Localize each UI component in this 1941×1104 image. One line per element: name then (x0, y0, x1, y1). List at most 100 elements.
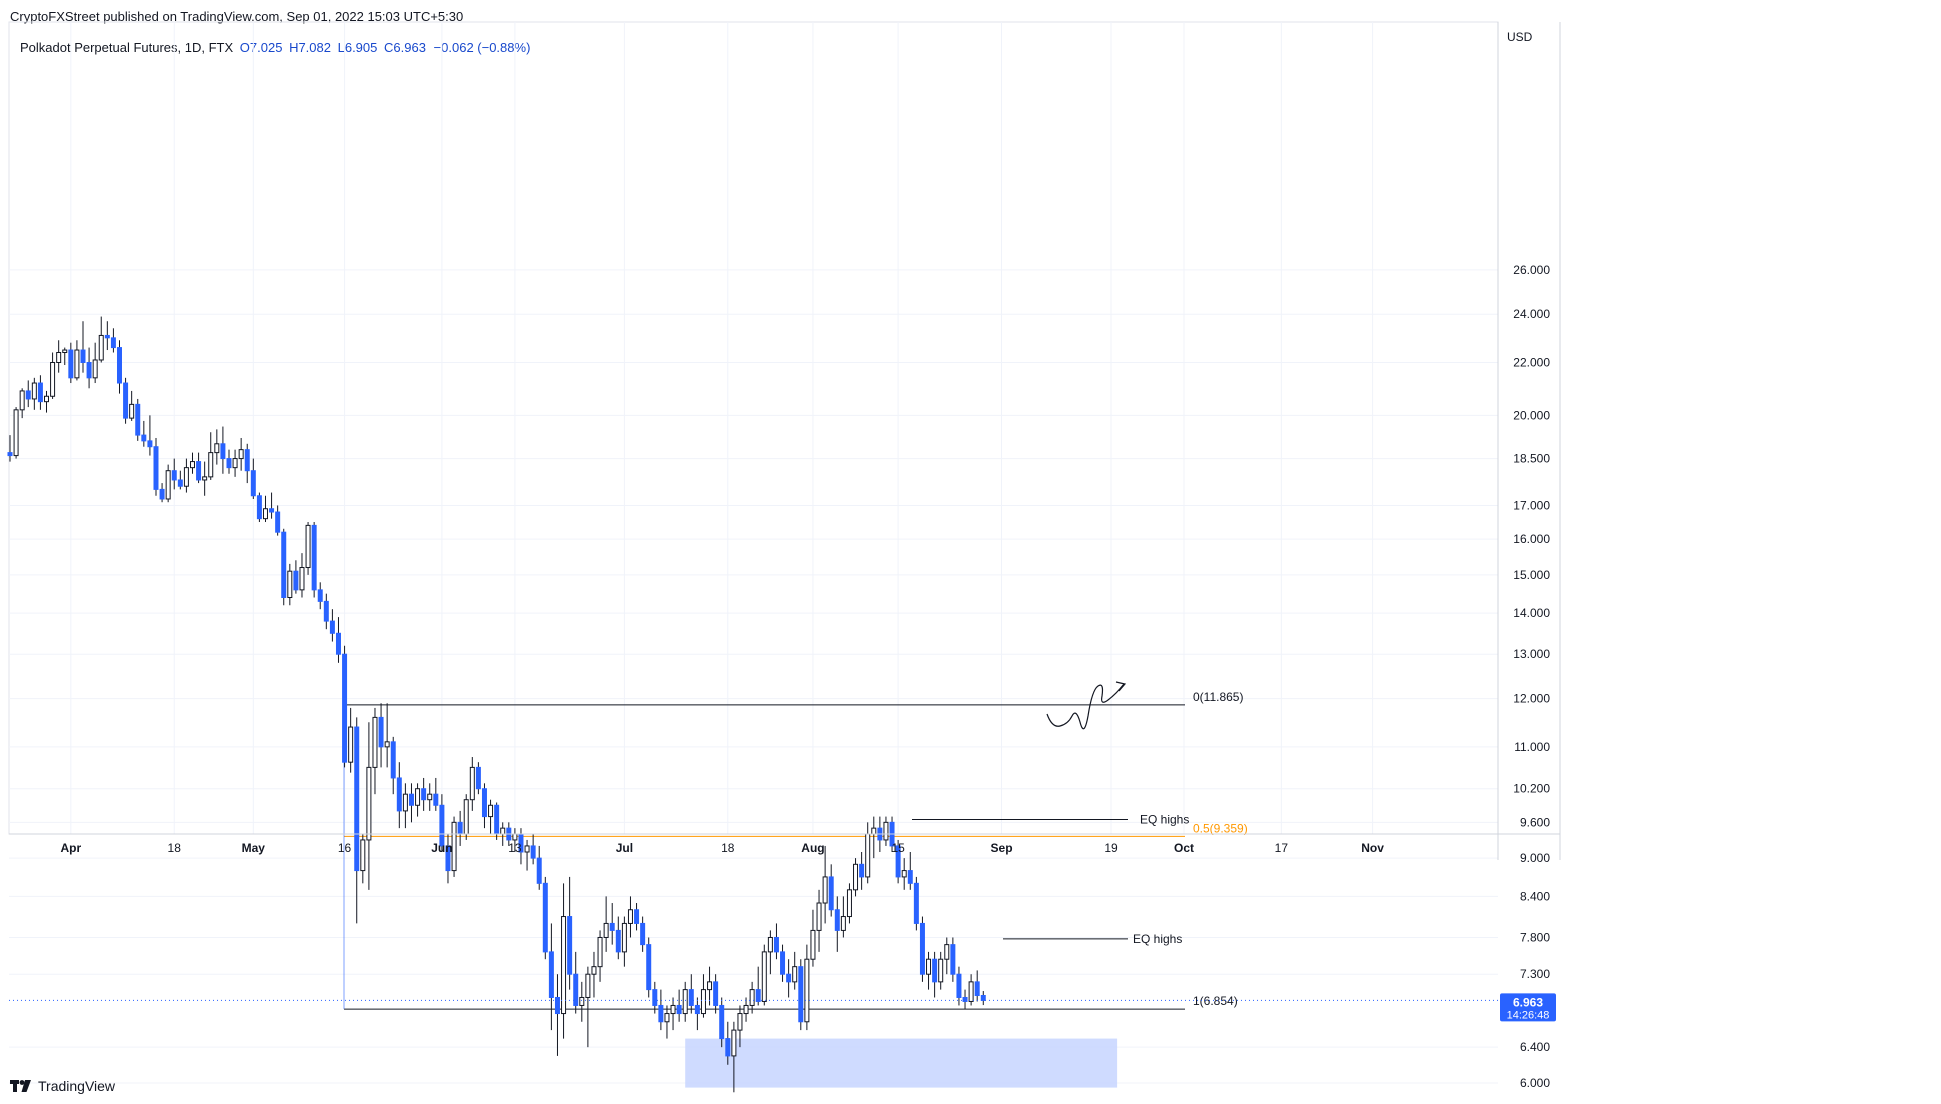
candle[interactable] (828, 864, 834, 917)
candle[interactable] (360, 834, 366, 884)
candle[interactable] (372, 707, 378, 795)
candle[interactable] (591, 951, 597, 998)
candle[interactable] (640, 916, 646, 952)
candle[interactable] (840, 896, 846, 938)
candle[interactable] (901, 858, 907, 890)
candle[interactable] (335, 617, 341, 663)
candle[interactable] (208, 432, 214, 480)
candle[interactable] (944, 937, 950, 975)
candle[interactable] (913, 876, 919, 931)
candle[interactable] (950, 937, 956, 982)
candle[interactable] (110, 328, 116, 353)
candle[interactable] (220, 426, 226, 474)
candle[interactable] (439, 794, 445, 852)
candle[interactable] (354, 717, 360, 924)
candle[interactable] (542, 876, 548, 960)
candle[interactable] (536, 845, 542, 890)
candle[interactable] (573, 951, 579, 1014)
candle[interactable] (475, 762, 481, 795)
candle[interactable] (676, 989, 682, 1022)
candle[interactable] (281, 528, 287, 606)
candle[interactable] (238, 437, 244, 471)
candle[interactable] (390, 736, 396, 795)
candle[interactable] (810, 909, 816, 967)
candle[interactable] (202, 461, 208, 496)
candle[interactable] (761, 944, 767, 1006)
candle[interactable] (37, 375, 43, 410)
candle[interactable] (445, 834, 451, 884)
candle[interactable] (853, 858, 859, 897)
candle[interactable] (561, 883, 567, 1039)
candle[interactable] (183, 458, 189, 493)
candle[interactable] (700, 974, 706, 1018)
candle[interactable] (980, 991, 986, 1006)
candle[interactable] (682, 981, 688, 1022)
candle[interactable] (421, 777, 427, 811)
candle[interactable] (396, 762, 402, 829)
candle[interactable] (56, 340, 62, 373)
candle[interactable] (554, 974, 560, 1056)
candle[interactable] (749, 981, 755, 1014)
candle[interactable] (232, 449, 238, 477)
candle[interactable] (603, 896, 609, 952)
candle[interactable] (609, 903, 615, 945)
candle[interactable] (244, 443, 250, 484)
candle[interactable] (780, 944, 786, 982)
candle[interactable] (226, 449, 232, 474)
candle[interactable] (287, 563, 293, 606)
candle[interactable] (962, 989, 968, 1010)
candle[interactable] (384, 703, 390, 768)
candle[interactable] (62, 347, 68, 366)
candle[interactable] (408, 783, 414, 823)
candle[interactable] (171, 458, 177, 490)
candle[interactable] (694, 997, 700, 1031)
currency-label[interactable]: USD (1507, 30, 1533, 44)
candle[interactable] (80, 321, 86, 373)
candle[interactable] (250, 458, 256, 499)
candle[interactable] (463, 794, 469, 840)
candle[interactable] (366, 722, 372, 890)
candle[interactable] (74, 340, 80, 381)
candle[interactable] (104, 321, 110, 351)
candle[interactable] (262, 495, 268, 523)
candle[interactable] (196, 452, 202, 484)
candle[interactable] (129, 390, 135, 421)
candle[interactable] (652, 981, 658, 1014)
candle[interactable] (956, 966, 962, 1006)
candle[interactable] (907, 851, 913, 890)
candle[interactable] (293, 560, 299, 594)
candle[interactable] (457, 810, 463, 846)
candle[interactable] (98, 316, 104, 363)
candle[interactable] (68, 342, 74, 384)
candle[interactable] (804, 944, 810, 1031)
candle[interactable] (402, 783, 408, 829)
candle[interactable] (919, 916, 925, 982)
symbol-name[interactable]: Polkadot Perpetual Futures, 1D, FTX (20, 40, 234, 55)
candle[interactable] (31, 377, 37, 410)
candle[interactable] (147, 415, 153, 456)
candle[interactable] (968, 974, 974, 1006)
candle[interactable] (433, 777, 439, 811)
candle[interactable] (153, 437, 159, 496)
candle[interactable] (627, 896, 633, 938)
candle[interactable] (299, 553, 305, 598)
candle[interactable] (731, 1021, 737, 1093)
candle[interactable] (670, 997, 676, 1031)
candle[interactable] (859, 851, 865, 890)
candle[interactable] (256, 492, 262, 523)
candle[interactable] (141, 420, 147, 447)
candle[interactable] (116, 340, 122, 394)
candle[interactable] (305, 522, 311, 575)
tradingview-footer[interactable]: TradingView (10, 1078, 115, 1094)
candle[interactable] (792, 951, 798, 990)
candle[interactable] (707, 966, 713, 1006)
candle[interactable] (165, 464, 171, 503)
candle[interactable] (342, 645, 348, 768)
candle[interactable] (177, 470, 183, 490)
candle[interactable] (13, 407, 19, 459)
candle[interactable] (427, 783, 433, 811)
candle[interactable] (725, 1021, 731, 1065)
candle[interactable] (524, 839, 530, 871)
candle[interactable] (19, 388, 25, 419)
